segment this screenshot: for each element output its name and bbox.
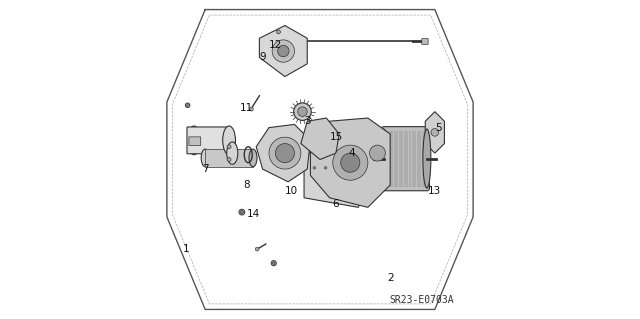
Text: 12: 12 [269,40,282,50]
Circle shape [273,262,275,264]
Circle shape [313,137,316,140]
Text: 4: 4 [349,148,355,158]
Circle shape [272,40,294,62]
Ellipse shape [298,107,307,116]
Circle shape [187,104,189,106]
Ellipse shape [314,126,326,180]
Polygon shape [320,126,378,180]
Ellipse shape [188,126,200,155]
Circle shape [324,137,327,140]
Ellipse shape [423,129,431,188]
Circle shape [186,103,190,108]
Polygon shape [304,153,374,207]
Text: 3: 3 [304,116,310,126]
Ellipse shape [201,149,209,167]
Text: 8: 8 [243,180,250,190]
Text: 1: 1 [182,244,189,254]
Circle shape [250,107,253,111]
Circle shape [227,145,231,149]
FancyBboxPatch shape [189,137,201,145]
Circle shape [240,211,243,214]
FancyBboxPatch shape [381,127,429,191]
Polygon shape [310,118,390,207]
Text: 5: 5 [435,122,442,133]
Circle shape [291,39,296,44]
Text: 14: 14 [246,209,260,219]
Ellipse shape [380,129,388,188]
Circle shape [276,30,280,34]
Circle shape [278,45,289,57]
Text: 15: 15 [330,132,342,142]
Ellipse shape [249,149,257,167]
Polygon shape [256,124,310,182]
Text: 9: 9 [259,52,266,63]
Circle shape [333,145,368,180]
Polygon shape [301,118,339,160]
Text: 11: 11 [240,103,253,114]
Circle shape [369,145,385,161]
FancyBboxPatch shape [187,127,230,154]
Text: 13: 13 [428,186,442,197]
FancyBboxPatch shape [422,39,428,44]
Ellipse shape [223,126,236,155]
Circle shape [313,167,316,169]
Circle shape [431,129,438,136]
Circle shape [269,137,301,169]
Circle shape [227,158,231,161]
Circle shape [324,167,327,169]
Circle shape [271,261,276,266]
Text: SR23-E0703A: SR23-E0703A [390,295,454,305]
Ellipse shape [294,103,311,121]
Text: 6: 6 [333,199,339,209]
Text: 2: 2 [387,272,394,283]
Polygon shape [425,112,444,153]
Text: 10: 10 [285,186,298,197]
Text: 7: 7 [202,164,209,174]
Circle shape [239,209,244,215]
Circle shape [275,144,294,163]
Polygon shape [259,26,307,77]
Ellipse shape [371,126,384,180]
Ellipse shape [227,142,238,164]
Polygon shape [205,149,253,167]
Circle shape [340,153,360,172]
Circle shape [255,247,259,251]
